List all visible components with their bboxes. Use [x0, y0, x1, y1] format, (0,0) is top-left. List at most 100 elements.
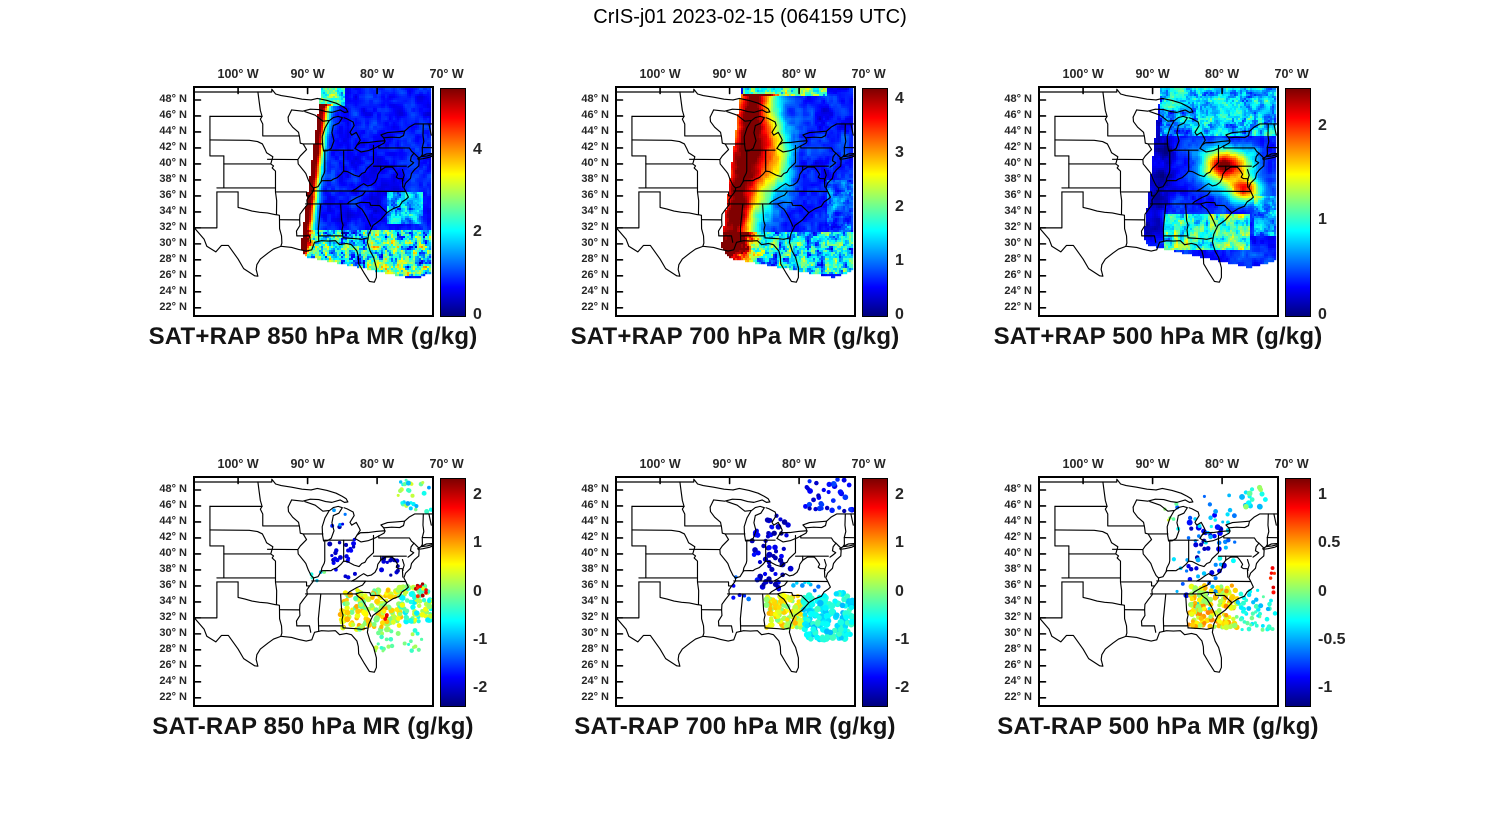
colorbar-tick-label: 3: [895, 143, 904, 161]
lat-tick-label: 36° N: [581, 578, 609, 591]
lat-tick-label: 46° N: [1004, 108, 1032, 121]
colorbar: [440, 88, 466, 317]
colorbar-tick-label: 1: [895, 534, 904, 552]
lat-tick-label: 40° N: [1004, 546, 1032, 559]
lat-tick-label: 26° N: [581, 268, 609, 281]
colorbar-tick-label: 0: [473, 306, 482, 323]
lon-tick-label: 100° W: [1062, 67, 1104, 81]
map-canvas: [195, 478, 432, 705]
lat-tick-label: 26° N: [1004, 658, 1032, 671]
lat-tick-label: 36° N: [159, 188, 187, 201]
lat-tick-label: 48° N: [159, 92, 187, 105]
colorbar-tick-label: 0: [473, 582, 482, 600]
lat-tick-label: 22° N: [1004, 300, 1032, 313]
lon-tick-label: 80° W: [360, 67, 395, 81]
lat-tick-label: 26° N: [1004, 268, 1032, 281]
colorbar-tick-label: -1: [473, 630, 488, 648]
colorbar-tick-label: 1: [473, 534, 482, 552]
map-frame: [615, 476, 856, 707]
lon-tick-label: 70° W: [851, 67, 886, 81]
colorbar-tick-label: 4: [473, 140, 482, 158]
lat-tick-label: 48° N: [581, 482, 609, 495]
map-frame: [615, 86, 856, 317]
map-canvas: [617, 88, 854, 315]
lat-tick-label: 46° N: [581, 108, 609, 121]
lat-tick-label: 36° N: [581, 188, 609, 201]
lat-tick-label: 36° N: [159, 578, 187, 591]
lat-tick-label: 32° N: [159, 610, 187, 623]
lat-tick-label: 44° N: [581, 124, 609, 137]
map-frame: [1038, 476, 1279, 707]
lat-tick-label: 32° N: [159, 220, 187, 233]
lat-tick-label: 34° N: [159, 594, 187, 607]
colorbar-tick-label: -0.5: [1318, 630, 1346, 648]
lon-tick-label: 100° W: [217, 457, 259, 471]
panel-title: SAT-RAP 500 hPa MR (g/kg): [997, 713, 1319, 740]
lon-tick-label: 80° W: [782, 67, 817, 81]
lat-tick-label: 42° N: [159, 530, 187, 543]
lat-tick-label: 28° N: [159, 252, 187, 265]
map-canvas: [1040, 88, 1277, 315]
lat-tick-label: 42° N: [581, 140, 609, 153]
lat-tick-label: 38° N: [159, 562, 187, 575]
lon-tick-label: 80° W: [360, 457, 395, 471]
colorbar-tick-label: -1: [895, 630, 910, 648]
map-canvas: [617, 478, 854, 705]
lat-tick-label: 44° N: [1004, 514, 1032, 527]
colorbar-tick-label: 1: [895, 251, 904, 269]
lat-tick-label: 24° N: [581, 284, 609, 297]
figure-title: CrIS-j01 2023-02-15 (064159 UTC): [593, 6, 907, 28]
colorbar-tick-label: 2: [473, 485, 482, 503]
lat-tick-label: 38° N: [1004, 562, 1032, 575]
map-canvas: [195, 88, 432, 315]
lat-tick-label: 44° N: [159, 124, 187, 137]
lat-tick-label: 32° N: [1004, 220, 1032, 233]
lat-tick-label: 46° N: [1004, 498, 1032, 511]
lat-tick-label: 30° N: [1004, 626, 1032, 639]
map-frame: [193, 476, 434, 707]
lat-tick-label: 24° N: [1004, 284, 1032, 297]
lat-tick-label: 26° N: [159, 658, 187, 671]
lat-tick-label: 44° N: [159, 514, 187, 527]
lat-tick-label: 30° N: [581, 236, 609, 249]
colorbar-tick-label: 1: [1318, 211, 1327, 229]
lat-tick-label: 24° N: [159, 674, 187, 687]
lat-tick-label: 36° N: [1004, 578, 1032, 591]
lat-tick-label: 22° N: [581, 300, 609, 313]
lat-tick-label: 22° N: [581, 690, 609, 703]
lat-tick-label: 38° N: [581, 172, 609, 185]
lat-tick-label: 34° N: [1004, 204, 1032, 217]
panel-title: SAT+RAP 700 hPa MR (g/kg): [570, 323, 900, 350]
lat-tick-label: 48° N: [1004, 92, 1032, 105]
lat-tick-label: 38° N: [581, 562, 609, 575]
lat-tick-label: 42° N: [1004, 140, 1032, 153]
panel-title: SAT-RAP 850 hPa MR (g/kg): [152, 713, 474, 740]
lat-tick-label: 24° N: [159, 284, 187, 297]
colorbar-tick-label: 0: [895, 306, 904, 323]
colorbar-tick-label: 1: [1318, 486, 1327, 504]
lat-tick-label: 40° N: [581, 156, 609, 169]
lon-tick-label: 100° W: [217, 67, 259, 81]
lat-tick-label: 26° N: [159, 268, 187, 281]
panel-title: SAT+RAP 850 hPa MR (g/kg): [148, 323, 478, 350]
lat-tick-label: 34° N: [581, 204, 609, 217]
lon-tick-label: 80° W: [1205, 67, 1240, 81]
lat-tick-label: 30° N: [1004, 236, 1032, 249]
lat-tick-label: 46° N: [581, 498, 609, 511]
lat-tick-label: 24° N: [581, 674, 609, 687]
lat-tick-label: 28° N: [159, 642, 187, 655]
colorbar-tick-label: -1: [1318, 678, 1333, 696]
lat-tick-label: 26° N: [581, 658, 609, 671]
lon-tick-label: 100° W: [639, 457, 681, 471]
lon-tick-label: 90° W: [1135, 67, 1170, 81]
lat-tick-label: 34° N: [159, 204, 187, 217]
lon-tick-label: 70° W: [851, 457, 886, 471]
colorbar-tick-label: 0: [895, 582, 904, 600]
lat-tick-label: 46° N: [159, 108, 187, 121]
lat-tick-label: 48° N: [1004, 482, 1032, 495]
colorbar-tick-label: 0: [1318, 582, 1327, 600]
colorbar-tick-label: 2: [895, 485, 904, 503]
lat-tick-label: 44° N: [581, 514, 609, 527]
lat-tick-label: 28° N: [1004, 252, 1032, 265]
